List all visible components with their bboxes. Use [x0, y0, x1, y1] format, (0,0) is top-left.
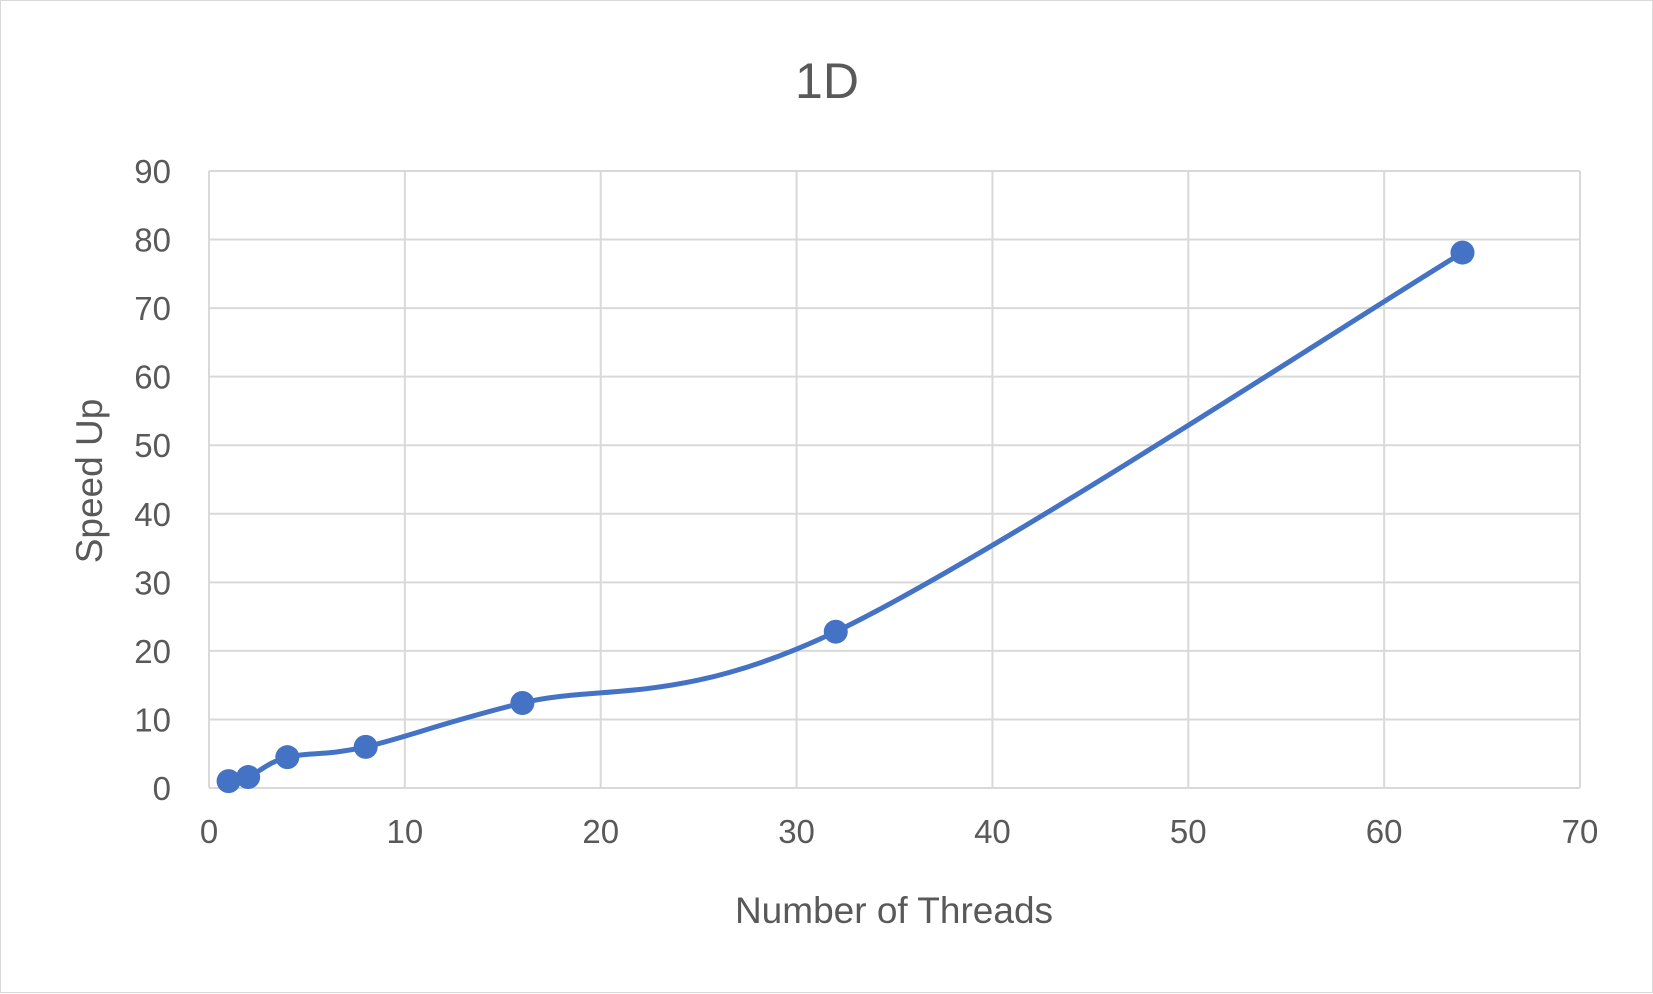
x-tick-label: 60 — [1366, 813, 1403, 850]
x-tick-label: 50 — [1170, 813, 1207, 850]
data-point — [216, 769, 241, 794]
y-tick-label: 60 — [134, 359, 171, 396]
series-layer — [216, 240, 1475, 794]
chart-title: 1D — [795, 53, 859, 109]
series-line — [226, 250, 1465, 784]
y-tick-label: 10 — [134, 701, 171, 738]
plot-grid — [208, 170, 1581, 789]
y-tick-label: 0 — [153, 770, 171, 807]
data-point — [823, 619, 848, 644]
x-tick-label: 30 — [778, 813, 815, 850]
y-axis-title: Speed Up — [69, 399, 110, 564]
x-tick-label: 0 — [200, 813, 218, 850]
x-axis-ticks: 0 10 20 30 40 50 60 70 — [200, 813, 1599, 850]
y-tick-label: 40 — [134, 496, 171, 533]
y-tick-label: 70 — [134, 290, 171, 327]
data-point — [510, 690, 535, 715]
y-tick-label: 20 — [134, 633, 171, 670]
data-point — [1450, 240, 1475, 265]
x-tick-label: 40 — [974, 813, 1011, 850]
y-tick-label: 30 — [134, 564, 171, 601]
y-tick-label: 90 — [134, 153, 171, 190]
data-point — [236, 765, 261, 790]
y-tick-label: 80 — [134, 222, 171, 259]
data-point — [275, 745, 300, 770]
x-axis-title: Number of Threads — [735, 890, 1053, 931]
y-tick-label: 50 — [134, 427, 171, 464]
x-tick-label: 20 — [582, 813, 619, 850]
data-point — [353, 734, 378, 759]
y-axis-ticks: 0 10 20 30 40 50 60 70 80 90 — [134, 153, 171, 807]
x-tick-label: 10 — [386, 813, 423, 850]
x-tick-label: 70 — [1562, 813, 1599, 850]
